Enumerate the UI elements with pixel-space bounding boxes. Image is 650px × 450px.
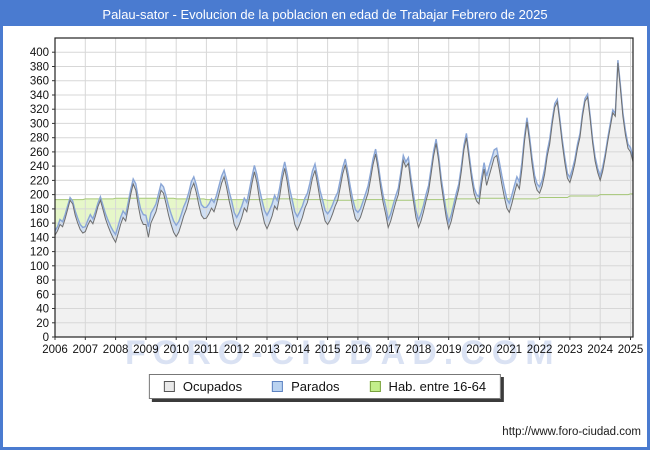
population-chart: 0 20 40 60 80 100 120 140 160 180 200 220 240 260 280 3… — [3, 26, 647, 372]
svg-text:120: 120 — [30, 247, 49, 259]
svg-text:160: 160 — [30, 218, 49, 230]
svg-text:2023: 2023 — [557, 344, 583, 356]
ocupados-line — [54, 62, 634, 244]
svg-text:2006: 2006 — [42, 344, 68, 356]
parados-line — [54, 60, 634, 237]
svg-text:2019: 2019 — [436, 344, 462, 356]
svg-text:260: 260 — [30, 147, 49, 159]
svg-text:2007: 2007 — [73, 344, 99, 356]
legend-item-hab: Hab. entre 16-64 — [369, 379, 487, 394]
svg-text:2013: 2013 — [254, 344, 280, 356]
svg-text:80: 80 — [36, 275, 49, 287]
svg-text:40: 40 — [36, 304, 49, 316]
svg-text:2008: 2008 — [103, 344, 129, 356]
parados-swatch-icon — [272, 381, 284, 392]
svg-text:300: 300 — [30, 118, 49, 130]
svg-text:400: 400 — [30, 47, 49, 59]
svg-text:200: 200 — [30, 190, 49, 202]
title-bar: Palau-sator - Evolucion de la poblacion … — [3, 3, 647, 26]
hab-swatch-icon — [369, 381, 381, 392]
svg-text:2010: 2010 — [163, 344, 189, 356]
svg-text:2014: 2014 — [285, 344, 311, 356]
legend-label-ocupados: Ocupados — [182, 379, 243, 394]
svg-text:2015: 2015 — [315, 344, 341, 356]
legend-item-parados: Parados — [272, 379, 340, 394]
svg-text:240: 240 — [30, 161, 49, 173]
svg-text:2022: 2022 — [527, 344, 553, 356]
svg-text:320: 320 — [30, 104, 49, 116]
x-axis-labels: 2006 2007 2008 2009 2010 2011 2012 2013 2014 2015… — [42, 337, 643, 356]
svg-text:220: 220 — [30, 175, 49, 187]
svg-text:180: 180 — [30, 204, 49, 216]
svg-text:2016: 2016 — [345, 344, 371, 356]
plot-border — [54, 37, 634, 338]
legend-item-ocupados: Ocupados — [163, 379, 243, 394]
svg-text:100: 100 — [30, 261, 49, 273]
svg-text:280: 280 — [30, 133, 49, 145]
svg-text:140: 140 — [30, 232, 49, 244]
svg-text:60: 60 — [36, 289, 49, 301]
y-axis-labels: 0 20 40 60 80 100 120 140 160 180 200 220 240 260 280 3… — [30, 47, 55, 344]
svg-text:2021: 2021 — [497, 344, 523, 356]
svg-text:2012: 2012 — [224, 344, 250, 356]
svg-text:2018: 2018 — [406, 344, 432, 356]
legend-label-parados: Parados — [291, 379, 340, 394]
legend-label-hab: Hab. entre 16-64 — [388, 379, 487, 394]
svg-text:20: 20 — [36, 318, 49, 330]
svg-text:2024: 2024 — [587, 344, 613, 356]
svg-text:2025: 2025 — [618, 344, 644, 356]
chart-legend: Ocupados Parados Hab. entre 16-64 — [148, 374, 502, 399]
footer-url-link[interactable]: http://www.foro-ciudad.com — [502, 426, 641, 438]
hab-line — [55, 193, 633, 201]
svg-text:2017: 2017 — [375, 344, 401, 356]
svg-text:380: 380 — [30, 62, 49, 74]
svg-text:2011: 2011 — [194, 344, 219, 356]
ocupados-swatch-icon — [163, 381, 175, 392]
chart-canvas: 0 20 40 60 80 100 120 140 160 180 200 220 240 260 280 3… — [30, 37, 643, 356]
svg-text:360: 360 — [30, 76, 49, 88]
svg-text:2020: 2020 — [466, 344, 492, 356]
watermark-text: FORO-CIUDAD.COM — [125, 334, 561, 372]
svg-text:2009: 2009 — [133, 344, 159, 356]
svg-text:0: 0 — [43, 332, 49, 344]
svg-text:340: 340 — [30, 90, 49, 102]
window-title: Palau-sator - Evolucion de la poblacion … — [102, 7, 548, 22]
